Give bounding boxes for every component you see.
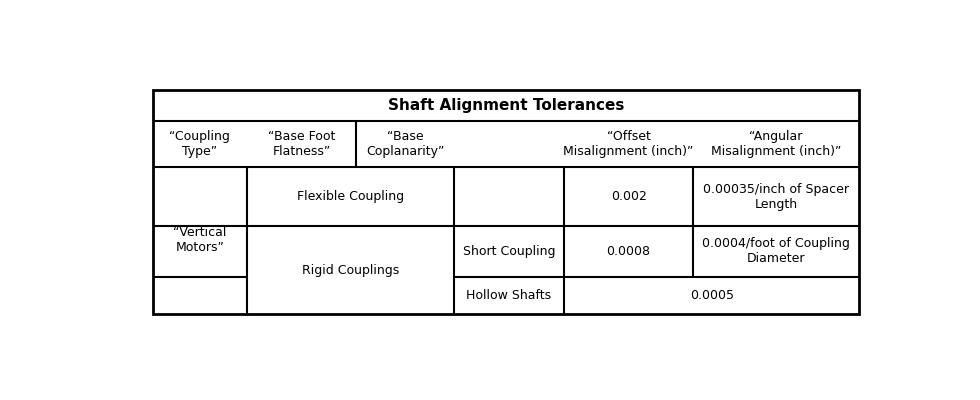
Text: Rigid Couplings: Rigid Couplings — [302, 264, 399, 277]
Text: “Base Foot
Flatness”: “Base Foot Flatness” — [268, 130, 335, 158]
Text: “Coupling
Type”: “Coupling Type” — [170, 130, 230, 158]
Text: 0.0004/foot of Coupling
Diameter: 0.0004/foot of Coupling Diameter — [703, 238, 850, 266]
Text: “Base
Coplanarity”: “Base Coplanarity” — [366, 130, 444, 158]
Text: 0.00035/inch of Spacer
Length: 0.00035/inch of Spacer Length — [703, 182, 849, 210]
Text: Hollow Shafts: Hollow Shafts — [466, 289, 552, 302]
Text: 0.002: 0.002 — [611, 190, 647, 203]
Text: “Vertical
Motors”: “Vertical Motors” — [173, 226, 226, 254]
Text: Shaft Alignment Tolerances: Shaft Alignment Tolerances — [388, 98, 624, 113]
Text: “Angular
Misalignment (inch)”: “Angular Misalignment (inch)” — [710, 130, 841, 158]
Text: 0.0005: 0.0005 — [690, 289, 734, 302]
Text: Short Coupling: Short Coupling — [463, 245, 556, 258]
Text: Flexible Coupling: Flexible Coupling — [297, 190, 404, 203]
Text: 0.0008: 0.0008 — [607, 245, 651, 258]
Text: “Offset
Misalignment (inch)”: “Offset Misalignment (inch)” — [564, 130, 694, 158]
